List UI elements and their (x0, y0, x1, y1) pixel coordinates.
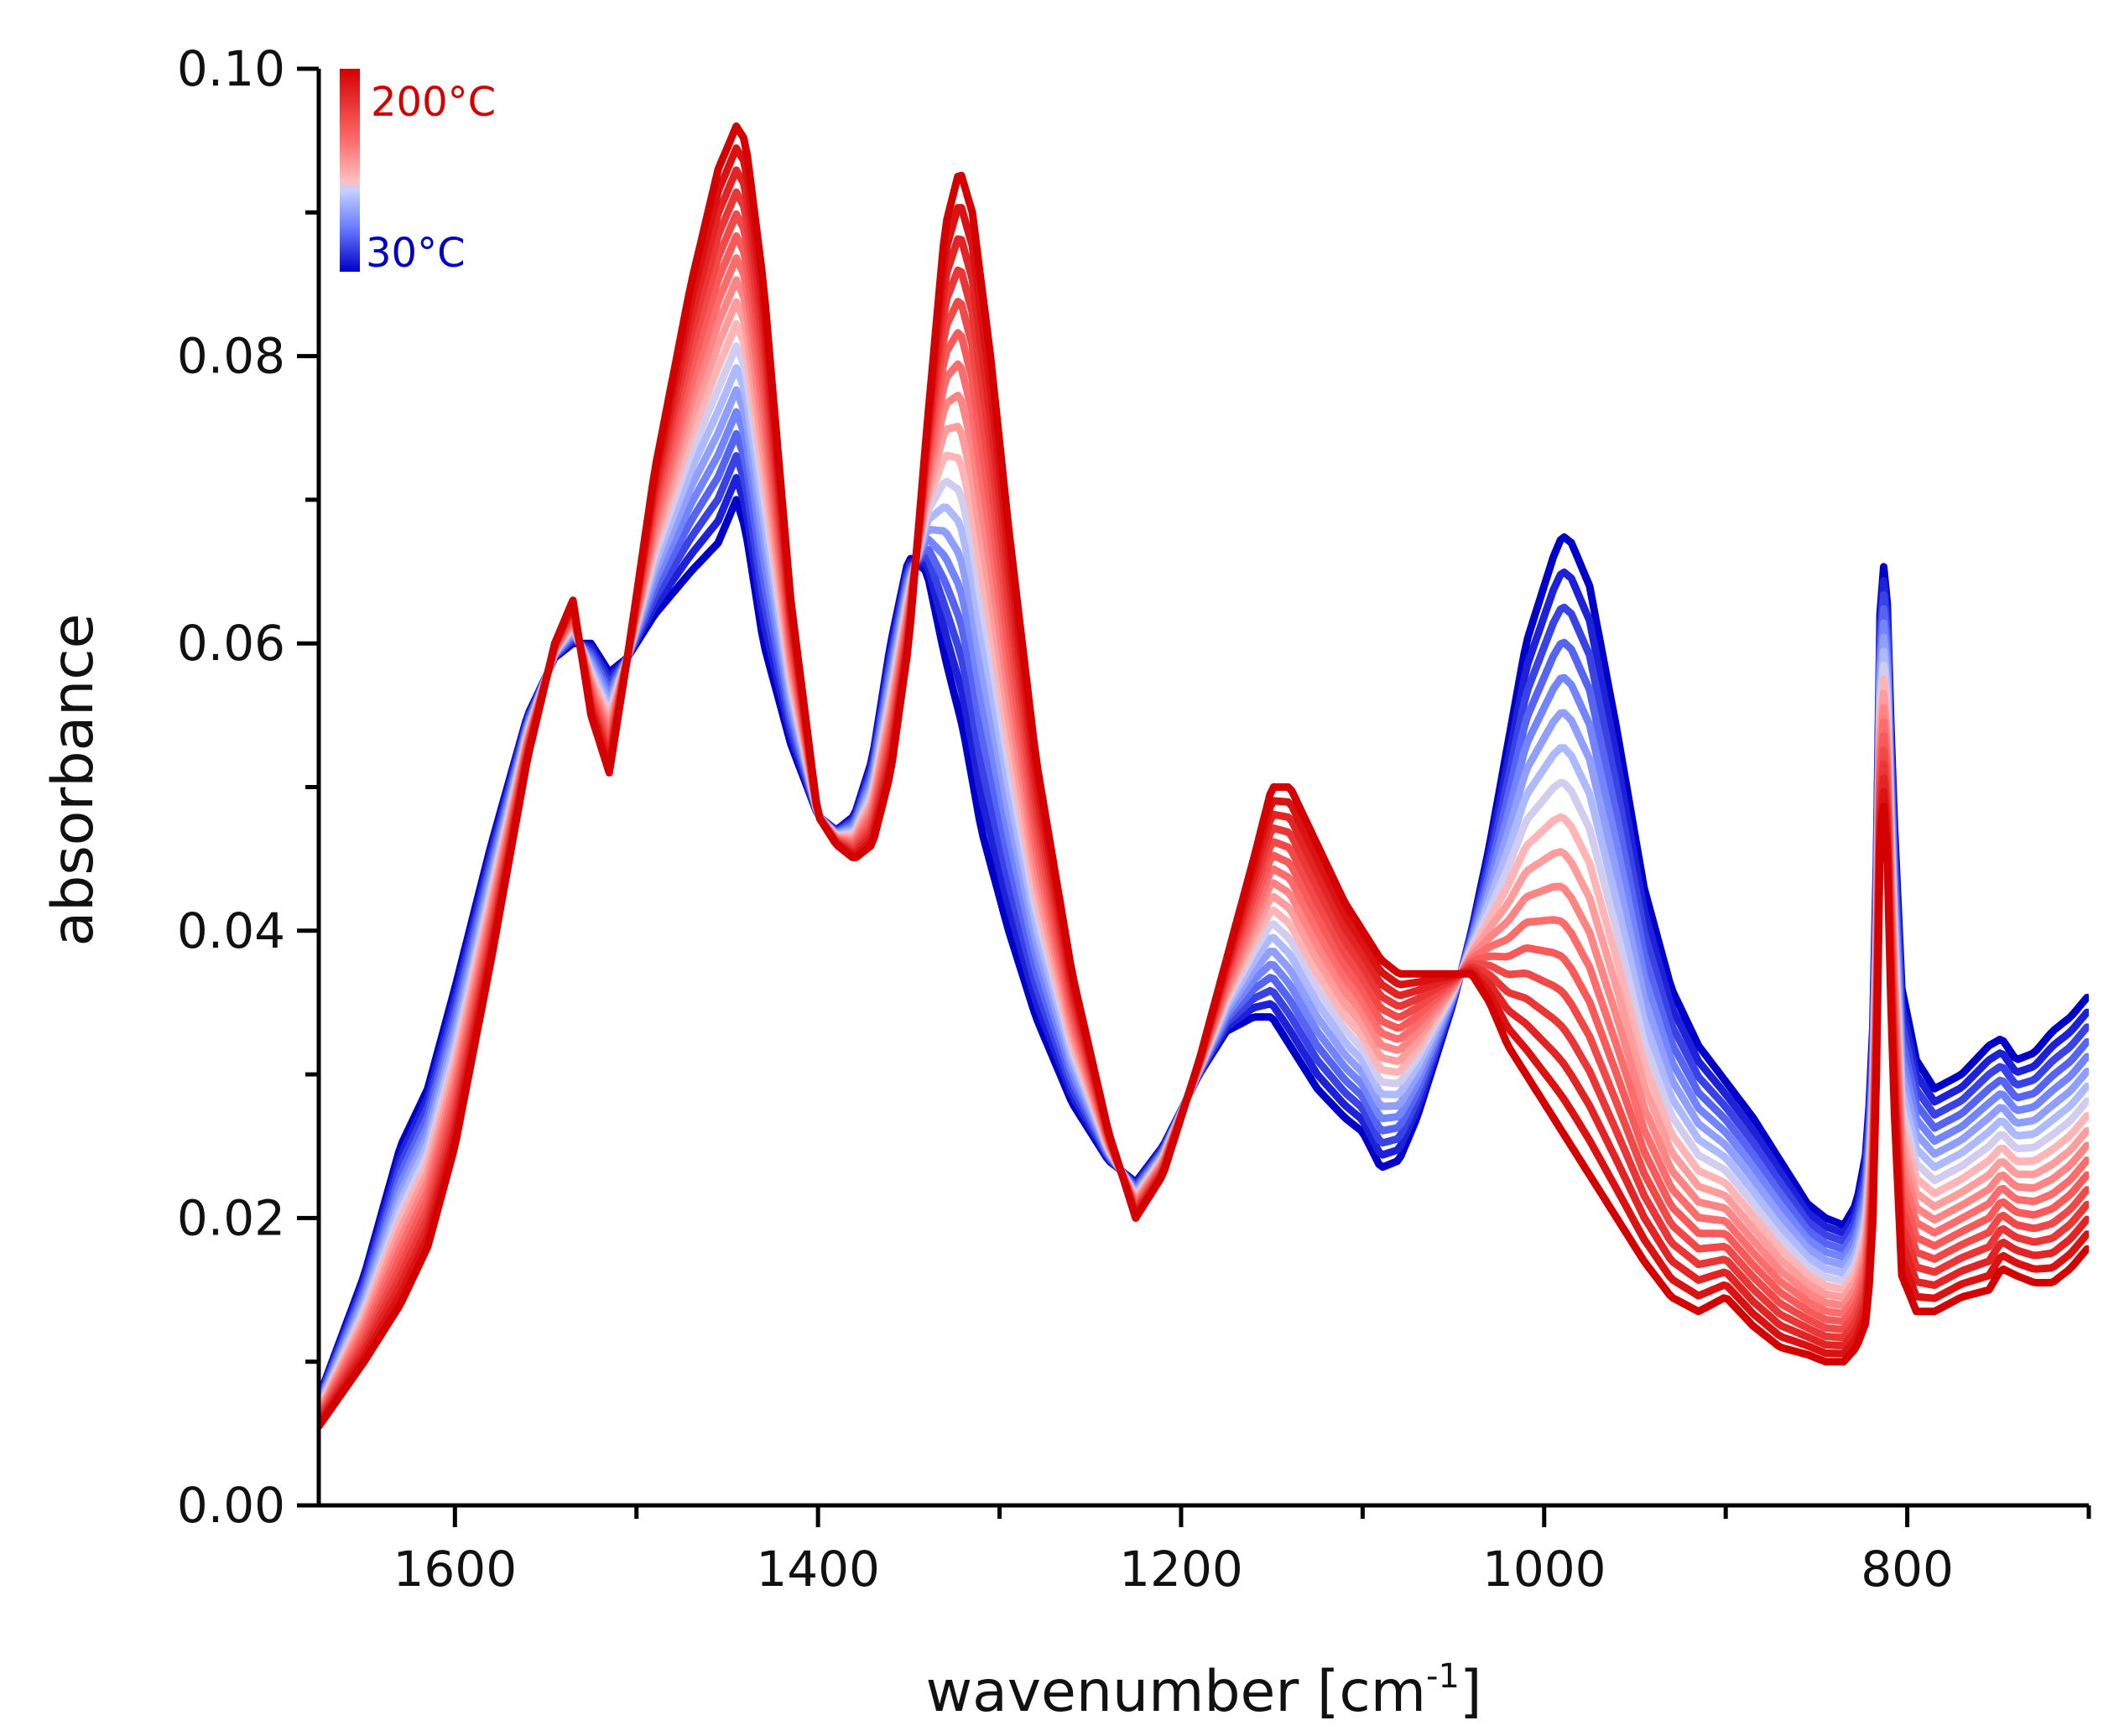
x-tick-label: 1600 (393, 1541, 518, 1598)
x-tick-label: 800 (1861, 1541, 1954, 1598)
x-axis-title-text: wavenumber [cm (926, 1659, 1427, 1725)
x-tick-label: 1000 (1482, 1541, 1606, 1598)
y-tick-label: 0.04 (177, 902, 285, 959)
x-axis-title-superscript: -1 (1426, 1657, 1460, 1696)
y-tick-label: 0.00 (177, 1477, 285, 1534)
axis-ticks: 1600 1400 1200 1000 800 0.00 0.02 0.04 0.06 0.08 0… (177, 40, 2091, 1598)
legend-high-label: 200°C (371, 79, 496, 126)
y-axis-title: absorbance (40, 614, 107, 947)
x-tick-label: 1200 (1119, 1541, 1243, 1598)
y-tick-label: 0.10 (177, 40, 285, 97)
y-tick-label: 0.06 (177, 615, 285, 672)
spectra-series-group (319, 122, 2089, 1431)
x-tick-label: 1400 (756, 1541, 880, 1598)
legend-low-label: 30°C (366, 230, 466, 277)
spectrum-series-80C (319, 386, 2089, 1411)
x-axis-title: wavenumber [cm-1] (926, 1657, 1482, 1725)
legend-colorbar: 200°C 30°C (340, 69, 496, 277)
x-axis-title-suffix: ] (1460, 1659, 1482, 1725)
y-tick-label: 0.02 (177, 1189, 285, 1246)
y-tick-label: 0.08 (177, 328, 285, 385)
legend-color-gradient (340, 69, 360, 272)
spectrum-series-200C (319, 122, 2089, 1431)
